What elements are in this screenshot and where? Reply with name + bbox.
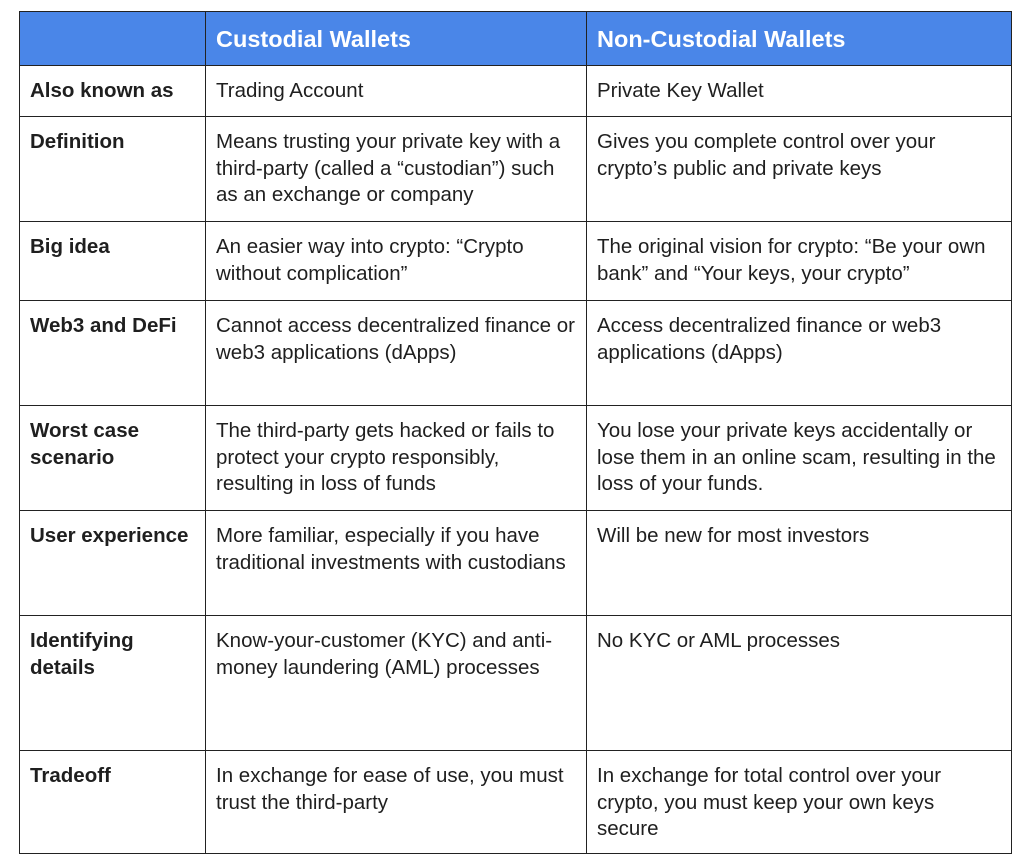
- table-row-big-idea: Big idea An easier way into crypto: “Cry…: [19, 221, 1012, 301]
- non-custodial-cell: Private Key Wallet: [586, 65, 1012, 117]
- table-row-tradeoff: Tradeoff In exchange for ease of use, yo…: [19, 750, 1012, 854]
- row-label: Identifying details: [19, 615, 206, 751]
- non-custodial-cell: Will be new for most investors: [586, 510, 1012, 616]
- non-custodial-cell: The original vision for crypto: “Be your…: [586, 221, 1012, 301]
- header-row: Custodial Wallets Non-Custodial Wallets: [19, 11, 1012, 66]
- non-custodial-cell: Access decentralized finance or web3 app…: [586, 300, 1012, 406]
- non-custodial-cell: Gives you complete control over your cry…: [586, 116, 1012, 222]
- custodial-cell: The third-party gets hacked or fails to …: [205, 405, 587, 511]
- table-row-worst-case: Worst case scenario The third-party gets…: [19, 405, 1012, 511]
- custodial-cell: An easier way into crypto: “Crypto witho…: [205, 221, 587, 301]
- table-row-definition: Definition Means trusting your private k…: [19, 116, 1012, 222]
- non-custodial-cell: In exchange for total control over your …: [586, 750, 1012, 854]
- row-label: User experience: [19, 510, 206, 616]
- header-non-custodial-wallets: Non-Custodial Wallets: [586, 11, 1012, 66]
- wallet-comparison-table: Custodial Wallets Non-Custodial Wallets …: [19, 11, 1012, 854]
- row-label: Also known as: [19, 65, 206, 117]
- custodial-cell: In exchange for ease of use, you must tr…: [205, 750, 587, 854]
- non-custodial-cell: You lose your private keys accidentally …: [586, 405, 1012, 511]
- row-label: Definition: [19, 116, 206, 222]
- table-row-web3-defi: Web3 and DeFi Cannot access decentralize…: [19, 300, 1012, 406]
- header-empty-cell: [19, 11, 206, 66]
- non-custodial-cell: No KYC or AML processes: [586, 615, 1012, 751]
- row-label: Tradeoff: [19, 750, 206, 854]
- custodial-cell: Trading Account: [205, 65, 587, 117]
- table-row-identifying-details: Identifying details Know-your-customer (…: [19, 615, 1012, 751]
- custodial-cell: Cannot access decentralized finance or w…: [205, 300, 587, 406]
- table-row-user-experience: User experience More familiar, especiall…: [19, 510, 1012, 616]
- row-label: Worst case scenario: [19, 405, 206, 511]
- row-label: Web3 and DeFi: [19, 300, 206, 406]
- custodial-cell: Means trusting your private key with a t…: [205, 116, 587, 222]
- table-row-also-known-as: Also known as Trading Account Private Ke…: [19, 65, 1012, 117]
- custodial-cell: Know-your-customer (KYC) and anti-money …: [205, 615, 587, 751]
- header-custodial-wallets: Custodial Wallets: [205, 11, 587, 66]
- custodial-cell: More familiar, especially if you have tr…: [205, 510, 587, 616]
- row-label: Big idea: [19, 221, 206, 301]
